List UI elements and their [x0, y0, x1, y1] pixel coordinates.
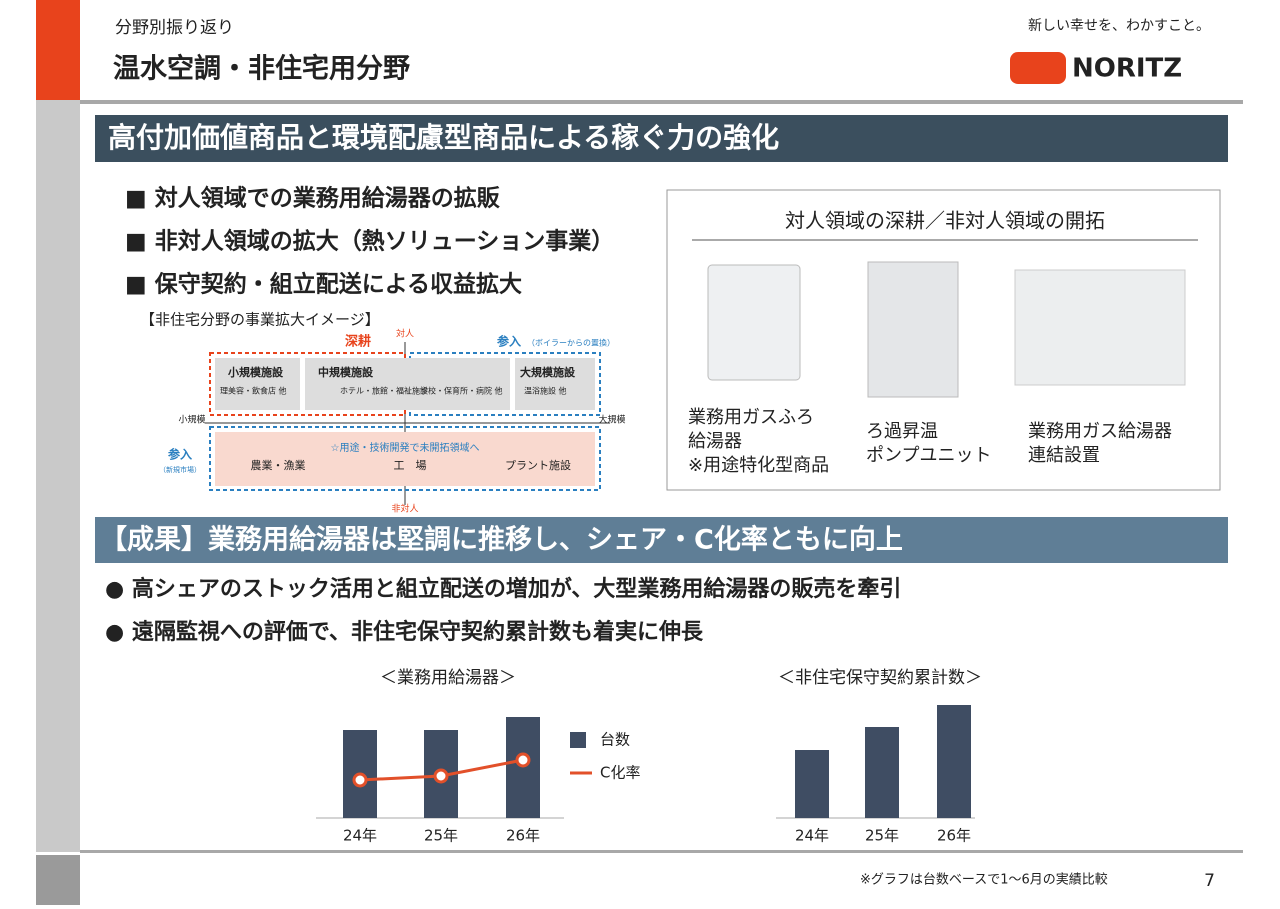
- title: 温水空調・非住宅用分野: [113, 53, 410, 85]
- legend-label: C化率: [600, 764, 640, 782]
- box: [209, 426, 601, 491]
- banner: [95, 115, 1228, 162]
- x-tick-label: 24年: [343, 827, 377, 845]
- accent: [36, 0, 80, 100]
- bullet: ● 遠隔監視への評価で、非住宅保守契約累計数も着実に伸長: [105, 619, 704, 645]
- cell: [515, 358, 595, 410]
- label: 小規模: [178, 415, 205, 426]
- bar: [795, 750, 829, 818]
- product-label: 業務用ガス給湯器: [1028, 421, 1172, 442]
- label: ホテル・旅館・福祉施設: [340, 386, 428, 396]
- label: 中規模施設: [318, 365, 374, 379]
- label: 対人: [396, 328, 414, 340]
- point: [515, 752, 531, 768]
- product-label: ろ過昇温: [866, 421, 938, 442]
- label: 農業・漁業: [251, 458, 306, 472]
- rule: [80, 100, 1243, 104]
- banner-text: 【成果】業務用給湯器は堅調に推移し、シェア・C化率ともに向上: [100, 524, 903, 556]
- product-box: [666, 189, 1221, 491]
- logo-mark: [1010, 52, 1066, 84]
- label: プラント施設: [505, 458, 571, 472]
- legend-label: 台数: [600, 731, 630, 749]
- x-tick-label: 26年: [937, 827, 971, 845]
- bullet: ■ 非対人領域の拡大（熱ソリューション事業）: [125, 228, 614, 255]
- label: 大規模施設: [520, 365, 576, 379]
- legend-key: [570, 732, 586, 748]
- caption: 【非住宅分野の事業拡大イメージ】: [140, 311, 380, 329]
- tagline: 新しい幸せを、わかすこと。: [1028, 18, 1210, 34]
- section: 分野別振り返り: [115, 18, 234, 38]
- label: （ボイラーからの置換）: [527, 338, 615, 348]
- x-tick-label: 25年: [424, 827, 458, 845]
- product-image: [1014, 269, 1186, 386]
- bullet: ■ 保守契約・組立配送による収益拡大: [125, 271, 522, 298]
- logo: NORITZ: [1072, 54, 1182, 84]
- x-tick-label: 24年: [795, 827, 829, 845]
- label: 参入: [168, 447, 192, 462]
- label: 小規模施設: [227, 365, 284, 379]
- chart-title: ＜非住宅保守契約累計数＞: [778, 668, 982, 688]
- product-image: [707, 264, 801, 381]
- bullet: ● 高シェアのストック活用と組立配送の増加が、大型業務用給湯器の販売を牽引: [105, 576, 901, 602]
- label: （新規市場）: [159, 465, 201, 474]
- label: 温浴施設 他: [524, 386, 567, 396]
- rule: [80, 850, 1243, 853]
- label: 非対人: [391, 503, 418, 515]
- bullet: ■ 対人領域での業務用給湯器の拡販: [125, 185, 501, 212]
- x-tick-label: 25年: [865, 827, 899, 845]
- product-label: ポンプユニット: [866, 445, 991, 466]
- label: 学校・保育所・病院 他: [420, 386, 503, 396]
- banner: [95, 517, 1228, 563]
- cell: [305, 358, 510, 410]
- footnote: ※グラフは台数ベースで1～6月の実績比較: [860, 872, 1108, 888]
- label: 工 場: [394, 459, 427, 472]
- label: ☆用途・技術開発で未開拓領域へ: [331, 441, 480, 454]
- cell: [215, 432, 595, 486]
- product-label: 給湯器: [688, 431, 742, 452]
- page-number: 7: [1204, 871, 1215, 891]
- product-label: 業務用ガスふろ: [688, 407, 814, 428]
- product-image: [867, 261, 959, 398]
- product-label: 連結設置: [1028, 445, 1100, 466]
- cell: [215, 358, 300, 410]
- diagram: 対人 非対人 小規模 大規模 深耕 参入 （ボイラーからの置換） 参入 （新規市…: [159, 328, 626, 515]
- side-strip: [36, 100, 80, 852]
- label: 深耕: [345, 334, 371, 350]
- chart-title: ＜業務用給湯器＞: [380, 668, 516, 688]
- label: 参入: [497, 334, 521, 349]
- banner-text: 高付加価値商品と環境配慮型商品による稼ぐ力の強化: [108, 121, 779, 154]
- side-strip: [36, 855, 80, 905]
- point: [352, 772, 368, 788]
- product-label: ※用途特化型商品: [688, 455, 829, 476]
- x-tick-label: 26年: [506, 827, 540, 845]
- bar: [865, 727, 899, 818]
- label: 理美容・飲食店 他: [220, 386, 287, 396]
- bar: [937, 705, 971, 818]
- product-title: 対人領域の深耕／非対人領域の開拓: [785, 209, 1105, 233]
- point: [433, 768, 449, 784]
- label: 大規模: [598, 414, 625, 426]
